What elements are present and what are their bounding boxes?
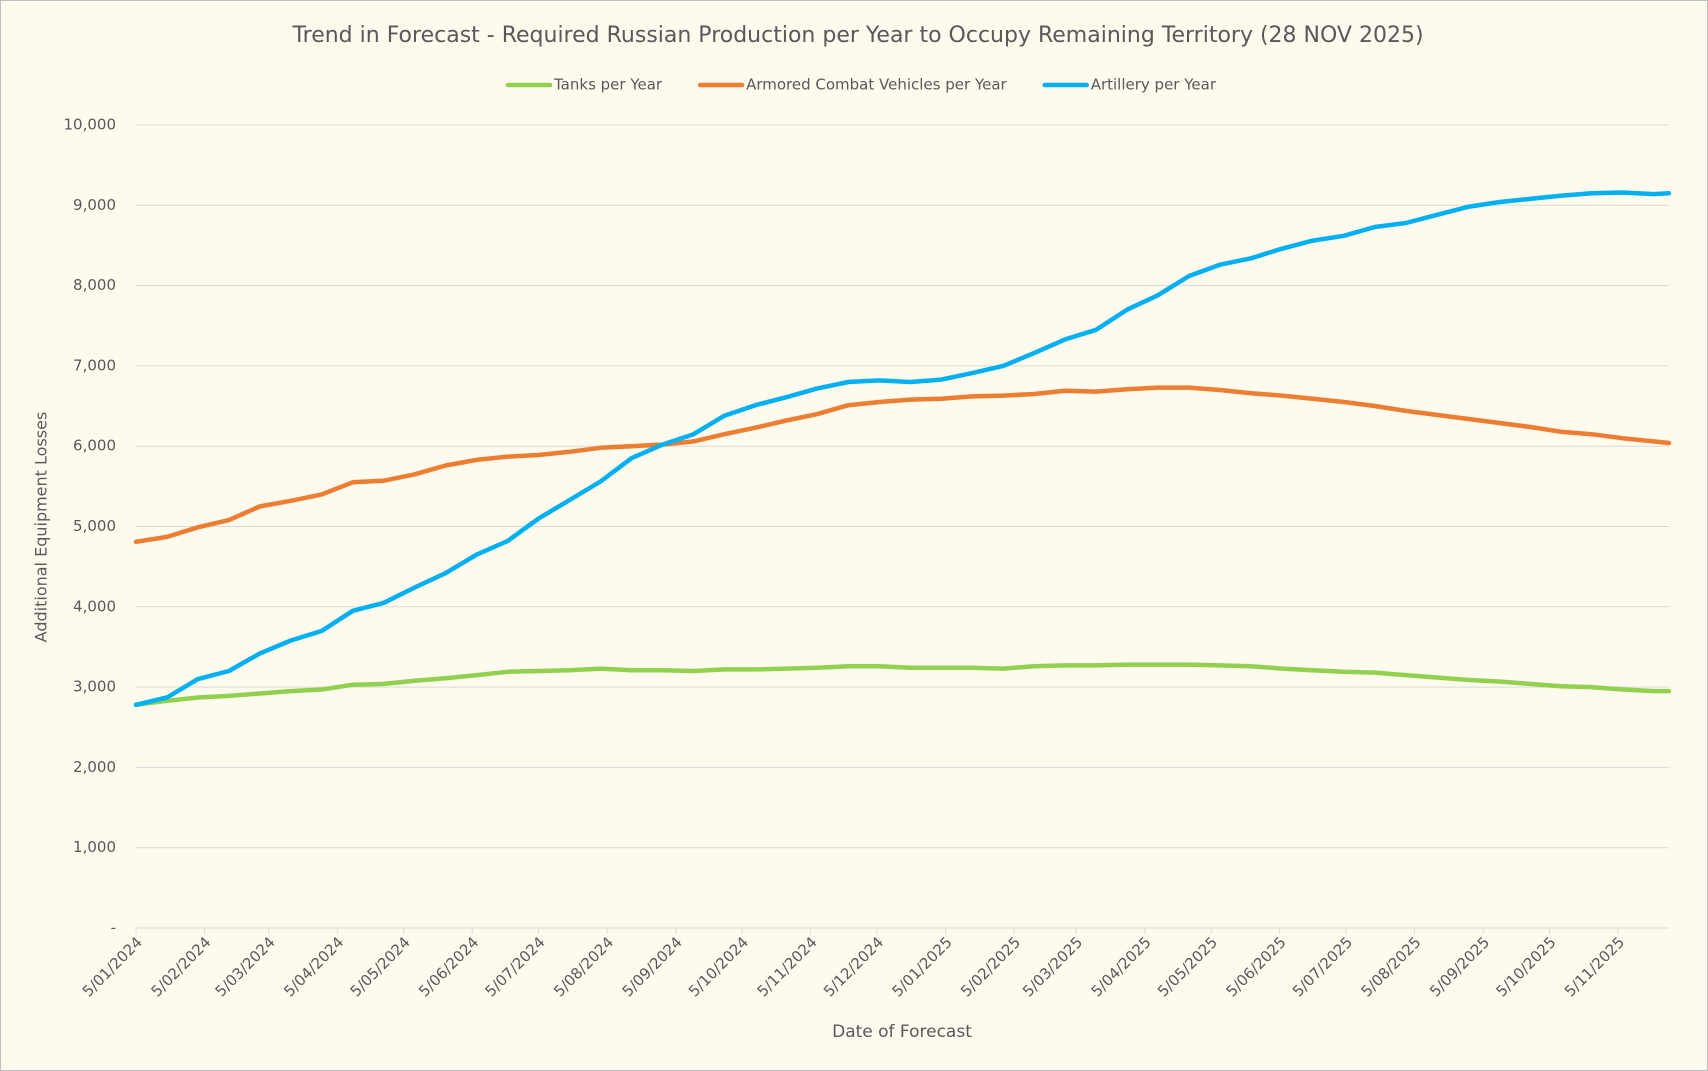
legend-label: Tanks per Year [553, 76, 663, 94]
y-tick-label: 7,000 [73, 356, 116, 374]
y-tick-label: 5,000 [73, 517, 116, 535]
legend-label: Armored Combat Vehicles per Year [746, 76, 1007, 94]
y-axis-title: Additional Equipment Losses [32, 412, 51, 643]
series-line [133, 662, 1672, 708]
x-axis-title: Date of Forecast [832, 1022, 972, 1042]
y-tick-label: 8,000 [73, 276, 116, 294]
y-tick-label: 10,000 [64, 116, 117, 134]
chart-title: Trend in Forecast - Required Russian Pro… [291, 23, 1423, 48]
y-tick-label: 3,000 [73, 678, 116, 696]
series-line [133, 190, 1672, 708]
y-tick-label: - [111, 919, 116, 937]
legend-label: Artillery per Year [1091, 76, 1217, 94]
y-tick-label: 2,000 [73, 758, 116, 776]
y-tick-label: 1,000 [73, 838, 116, 856]
series-line [133, 385, 1672, 545]
y-tick-label: 4,000 [73, 597, 116, 615]
y-tick-label: 6,000 [73, 437, 116, 455]
y-tick-label: 9,000 [73, 196, 116, 214]
